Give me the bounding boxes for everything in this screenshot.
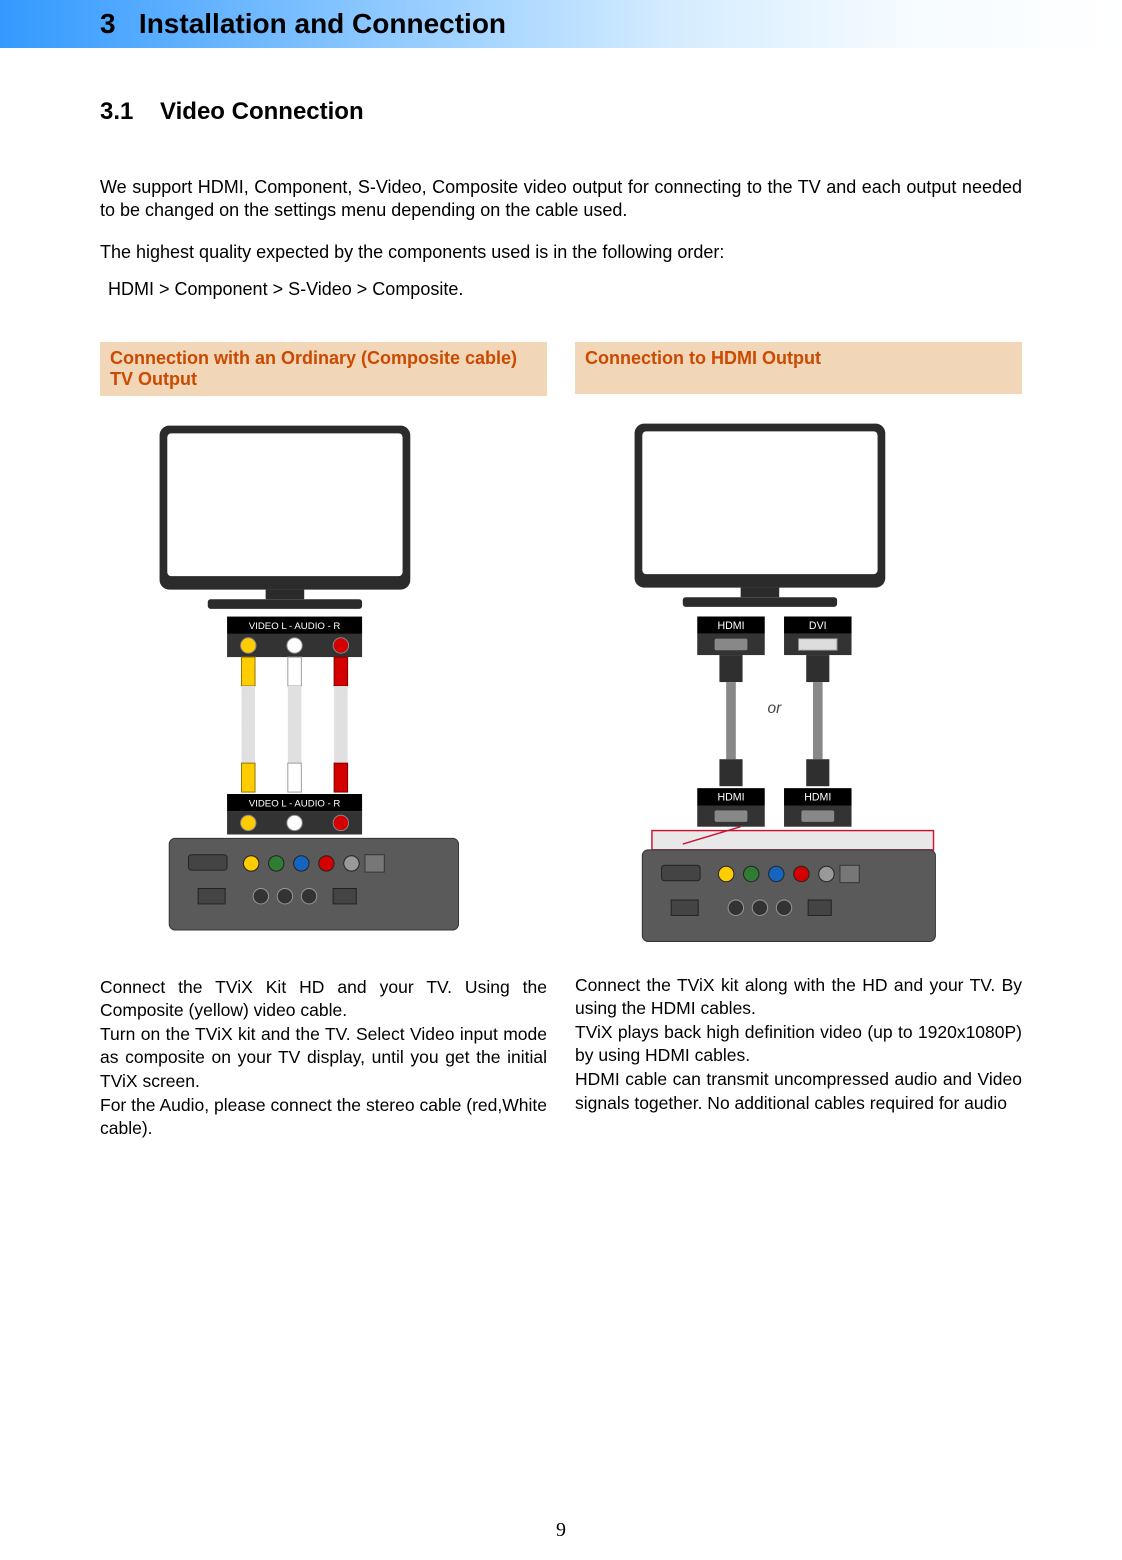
svg-text:HDMI: HDMI: [804, 791, 831, 803]
section-name: Video Connection: [160, 98, 364, 125]
column-heading-composite: Connection with an Ordinary (Composite c…: [100, 342, 547, 396]
composite-diagram-svg: VIDEO L - AUDIO - R: [100, 416, 547, 956]
hdmi-ports-bottom: HDMI HDMI: [697, 788, 851, 827]
hdmi-dvi-ports: HDMI DVI: [697, 616, 851, 655]
svg-text:HDMI: HDMI: [717, 620, 744, 632]
hdmi-diagram-svg: HDMI DVI or: [575, 414, 1022, 954]
chapter-title: Installation and Connection: [139, 8, 506, 39]
device-port-bar: VIDEO L - AUDIO - R: [227, 794, 362, 835]
tv-port-bar: VIDEO L - AUDIO - R: [227, 616, 362, 657]
column-hdmi: Connection to HDMI Output HDMI: [575, 342, 1022, 1141]
hdmi-diagram: HDMI DVI or: [575, 394, 1022, 974]
section-title: 3.1 Video Connection: [100, 98, 1022, 126]
intro-paragraph-3: HDMI > Component > S-Video > Composite.: [100, 278, 1022, 301]
device-body-icon: [642, 849, 935, 941]
column-heading-hdmi-text: Connection to HDMI Output: [585, 348, 821, 369]
composite-cables-icon: [242, 657, 348, 792]
composite-diagram: VIDEO L - AUDIO - R: [100, 396, 547, 976]
intro-paragraph-2: The highest quality expected by the comp…: [100, 241, 1022, 264]
svg-text:DVI: DVI: [809, 620, 827, 632]
svg-text:VIDEO L - AUDIO - R: VIDEO L - AUDIO - R: [249, 798, 341, 809]
hdmi-cables-icon: [719, 655, 829, 786]
column-text-hdmi: Connect the TViX kit along with the HD a…: [575, 974, 1022, 1116]
page-content: 3.1 Video Connection We support HDMI, Co…: [0, 48, 1122, 1141]
section-number: 3.1: [100, 98, 133, 125]
column-heading-hdmi: Connection to HDMI Output: [575, 342, 1022, 394]
intro-paragraph-1: We support HDMI, Component, S-Video, Com…: [100, 176, 1022, 223]
svg-text:VIDEO L - AUDIO - R: VIDEO L - AUDIO - R: [249, 621, 341, 632]
column-text-composite: Connect the TViX Kit HD and your TV. Usi…: [100, 976, 547, 1141]
page-number: 9: [556, 1519, 566, 1542]
column-composite: Connection with an Ordinary (Composite c…: [100, 342, 547, 1141]
svg-text:HDMI: HDMI: [717, 791, 744, 803]
tv-icon: [160, 425, 411, 608]
svg-text:or: or: [768, 699, 783, 716]
chapter-header: 3 Installation and Connection: [0, 0, 1122, 48]
chapter-number: 3: [100, 8, 116, 39]
device-body-icon: [169, 838, 458, 930]
column-heading-composite-text: Connection with an Ordinary (Composite c…: [110, 348, 537, 390]
tv-icon: [635, 423, 886, 606]
columns-row: Connection with an Ordinary (Composite c…: [100, 342, 1022, 1141]
